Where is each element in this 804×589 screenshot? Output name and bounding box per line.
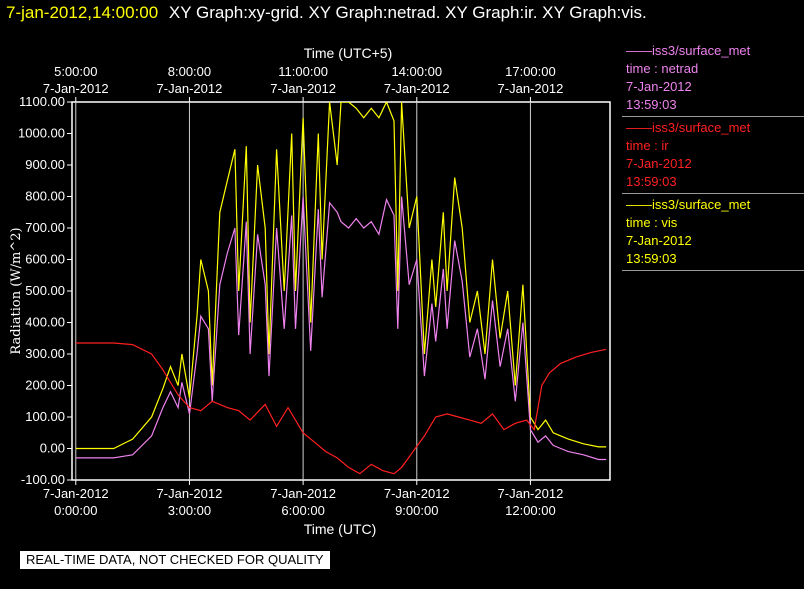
series-line-ir	[75, 342, 607, 475]
y-tick-label: 400.00	[25, 315, 65, 330]
legend-source: ——iss3/surface_met	[626, 120, 751, 135]
y-tick-label: 300.00	[25, 346, 65, 361]
legend-date: 7-Jan-2012	[626, 79, 692, 94]
y-tick-label: 800.00	[25, 189, 65, 204]
x-axis: 7-Jan-2012 0:00:00 7-Jan-2012 3:00:00 7-Jan-…	[43, 480, 563, 518]
x2-axis-label: Time (UTC+5)	[304, 45, 393, 61]
legend-time: 13:59:03	[626, 174, 677, 189]
x2-tick-date: 7-Jan-2012	[157, 81, 223, 96]
x2-axis: 5:00:00 7-Jan-2012 8:00:00 7-Jan-2012 11:00:…	[43, 64, 563, 102]
series-line-netrad	[75, 196, 607, 461]
data-series	[75, 102, 607, 475]
y-tick-label: -100.00	[21, 472, 65, 487]
series-line-vis	[75, 102, 607, 450]
y-tick-label: 200.00	[25, 378, 65, 393]
x-tick-date: 7-Jan-2012	[157, 486, 223, 501]
legend-source: ——iss3/surface_met	[626, 197, 751, 212]
x-tick-time: 0:00:00	[54, 503, 97, 518]
legend-date: 7-Jan-2012	[626, 156, 692, 171]
x2-tick-date: 7-Jan-2012	[270, 81, 336, 96]
y-tick-label: 500.00	[25, 283, 65, 298]
x2-tick-date: 7-Jan-2012	[43, 81, 109, 96]
x2-tick-time: 5:00:00	[54, 64, 97, 79]
x-axis-label: Time (UTC)	[304, 521, 377, 537]
legend-variable: time : netrad	[626, 61, 699, 76]
legend-variable: time : ir	[626, 138, 669, 153]
y-tick-label: 0.00	[40, 441, 65, 456]
y-axis-label: Radiation (W/m^2)	[9, 227, 24, 354]
quality-notice: REAL-TIME DATA, NOT CHECKED FOR QUALITY	[20, 551, 330, 569]
x2-tick-time: 8:00:00	[168, 64, 211, 79]
x-tick-date: 7-Jan-2012	[384, 486, 450, 501]
timestamp: 7-jan-2012,14:00:00	[6, 3, 159, 22]
graph-titles: XY Graph:xy-grid. XY Graph:netrad. XY Gr…	[168, 3, 647, 22]
y-tick-label: 1100.00	[19, 94, 65, 109]
legend-entry-ir: ——iss3/surface_met time : ir 7-Jan-2012 …	[622, 117, 804, 194]
x2-tick-date: 7-Jan-2012	[498, 81, 564, 96]
x-tick-time: 6:00:00	[281, 503, 324, 518]
legend-time: 13:59:03	[626, 251, 677, 266]
x2-tick-time: 14:00:00	[391, 64, 442, 79]
x-tick-time: 3:00:00	[168, 503, 211, 518]
legend-entry-netrad: ——iss3/surface_met time : netrad 7-Jan-2…	[622, 40, 804, 117]
legend: ——iss3/surface_met time : netrad 7-Jan-2…	[622, 40, 804, 271]
x-tick-time: 12:00:00	[505, 503, 556, 518]
y-tick-label: 900.00	[25, 157, 65, 172]
y-tick-label: 600.00	[25, 252, 65, 267]
x2-tick-time: 17:00:00	[505, 64, 556, 79]
y-tick-label: 700.00	[25, 220, 65, 235]
legend-time: 13:59:03	[626, 97, 677, 112]
grid-lines	[75, 102, 531, 480]
y-tick-label: 100.00	[25, 409, 65, 424]
legend-date: 7-Jan-2012	[626, 233, 692, 248]
x-tick-date: 7-Jan-2012	[498, 486, 564, 501]
legend-entry-vis: ——iss3/surface_met time : vis 7-Jan-2012…	[622, 194, 804, 271]
legend-source: ——iss3/surface_met	[626, 43, 751, 58]
header-bar: 7-jan-2012,14:00:00 XY Graph:xy-grid. XY…	[0, 0, 804, 30]
y-axis: -100.00 0.00 100.00 200.00 300.00 400.00 500.0…	[18, 94, 72, 487]
x-tick-time: 9:00:00	[395, 503, 438, 518]
x2-tick-date: 7-Jan-2012	[384, 81, 450, 96]
legend-variable: time : vis	[626, 215, 678, 230]
x2-tick-time: 11:00:00	[278, 64, 328, 79]
y-tick-label: 1000.00	[18, 126, 65, 141]
x-tick-date: 7-Jan-2012	[43, 486, 109, 501]
x-tick-date: 7-Jan-2012	[270, 486, 336, 501]
